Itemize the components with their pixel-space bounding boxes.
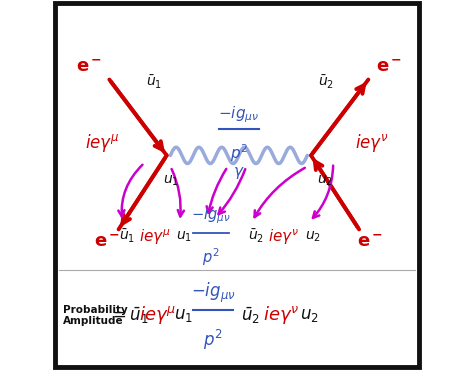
Text: $ie\gamma^\mu$: $ie\gamma^\mu$	[85, 132, 119, 154]
Text: $-ig_{\mu\nu}$: $-ig_{\mu\nu}$	[218, 104, 259, 125]
Text: $ie\gamma^\nu$: $ie\gamma^\nu$	[263, 305, 299, 326]
Text: $u_1$: $u_1$	[176, 230, 192, 244]
Text: $-ig_{\mu\nu}$: $-ig_{\mu\nu}$	[191, 205, 231, 226]
Text: $\mathbf{e^-}$: $\mathbf{e^-}$	[376, 58, 402, 75]
Text: $= \bar{u}_1$: $= \bar{u}_1$	[109, 305, 149, 326]
Text: $ie\gamma^\mu$: $ie\gamma^\mu$	[139, 227, 171, 246]
Text: $ie\gamma^\nu$: $ie\gamma^\nu$	[355, 132, 389, 154]
Text: $-ig_{\mu\nu}$: $-ig_{\mu\nu}$	[191, 281, 235, 305]
Text: $p^2$: $p^2$	[230, 142, 248, 164]
Text: $\bar{u}_2$: $\bar{u}_2$	[319, 74, 335, 91]
Text: $\mathbf{e^-}$: $\mathbf{e^-}$	[94, 233, 120, 251]
Text: $\bar{u}_1$: $\bar{u}_1$	[118, 228, 135, 245]
Text: $u_2$: $u_2$	[317, 173, 333, 188]
Text: $\mathbf{e^-}$: $\mathbf{e^-}$	[357, 233, 383, 251]
Text: $\bar{u}_2$: $\bar{u}_2$	[241, 305, 260, 326]
Text: $u_2$: $u_2$	[300, 306, 319, 324]
Text: Probability
Amplitude: Probability Amplitude	[63, 305, 128, 326]
Text: $u_1$: $u_1$	[174, 306, 193, 324]
Text: $\mathbf{e^-}$: $\mathbf{e^-}$	[76, 58, 102, 75]
Text: $\gamma$: $\gamma$	[233, 165, 245, 181]
Text: $p^2$: $p^2$	[202, 246, 220, 268]
Text: $u_1$: $u_1$	[163, 173, 179, 188]
Text: $ie\gamma^\nu$: $ie\gamma^\nu$	[268, 227, 300, 246]
Text: $\bar{u}_2$: $\bar{u}_2$	[248, 228, 264, 245]
Text: $ie\gamma^\mu$: $ie\gamma^\mu$	[139, 305, 176, 326]
Text: $u_2$: $u_2$	[305, 230, 321, 244]
Text: $p^2$: $p^2$	[203, 327, 223, 351]
Text: $\bar{u}_1$: $\bar{u}_1$	[146, 74, 163, 91]
